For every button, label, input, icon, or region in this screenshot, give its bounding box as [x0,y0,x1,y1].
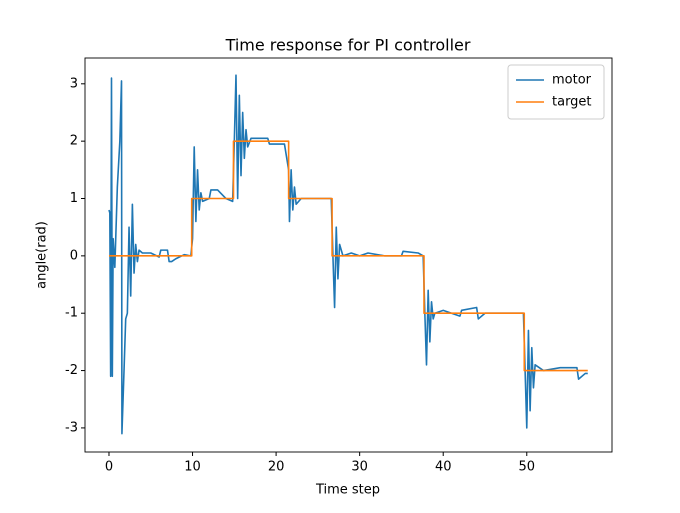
chart-title: Time response for PI controller [225,36,471,55]
series-line [108,74,588,435]
y-tick-label: -3 [65,420,78,435]
y-axis-label: angle(rad) [35,221,50,289]
axes-frame [84,57,613,453]
series-line [108,140,588,372]
legend-label: target [552,95,592,110]
y-tick-label: 2 [70,134,78,149]
y-tick-label: 1 [70,191,78,206]
y-tick-label: -2 [65,363,78,378]
y-tick-label: 0 [70,248,78,263]
legend-box [507,64,605,120]
x-tick-label: 30 [351,460,368,475]
x-tick-label: 40 [435,460,452,475]
x-tick-label: 20 [268,460,285,475]
y-tick-label: -1 [65,306,78,321]
x-tick-label: 50 [518,460,535,475]
y-tick-label: 3 [70,76,78,91]
x-tick-label: 10 [184,460,201,475]
x-tick-label: 0 [105,460,113,475]
legend-label: motor [552,73,592,88]
x-axis-label: Time step [315,483,380,498]
